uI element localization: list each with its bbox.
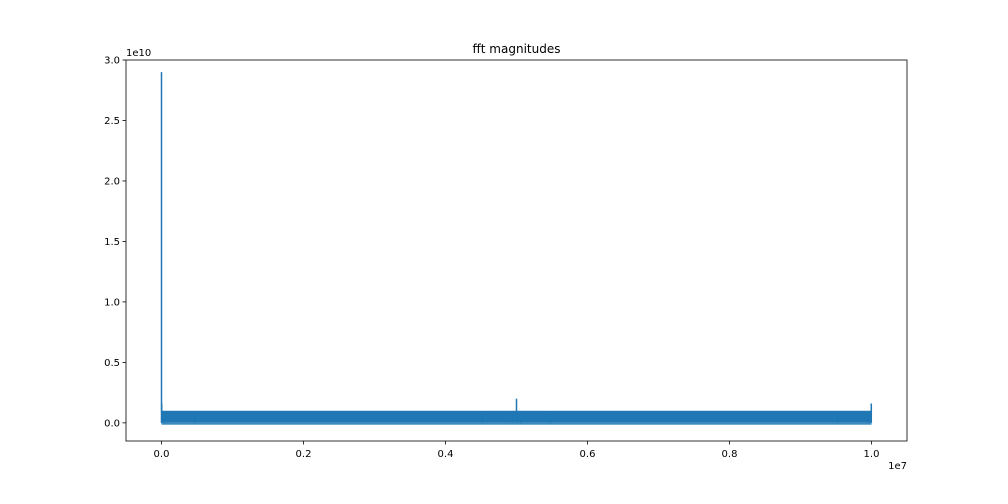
y-axis-offset-label: 1e10 bbox=[126, 48, 151, 59]
x-axis: 0.0 0.2 0.4 0.6 0.8 1.0 bbox=[154, 441, 880, 460]
y-tick-label: 2.0 bbox=[104, 176, 120, 187]
y-axis: 0.0 0.5 1.0 1.5 2.0 2.5 3.0 bbox=[104, 56, 126, 429]
y-tick-label: 1.0 bbox=[104, 297, 120, 308]
chart-title: fft magnitudes bbox=[473, 42, 561, 56]
series-layer bbox=[160, 72, 873, 425]
x-tick-label: 0.8 bbox=[722, 449, 738, 460]
x-tick-label: 0.6 bbox=[580, 449, 596, 460]
plot-frame bbox=[125, 59, 908, 442]
y-tick-label: 1.5 bbox=[104, 237, 120, 248]
x-tick-label: 0.2 bbox=[296, 449, 312, 460]
y-tick-label: 0.5 bbox=[104, 358, 120, 369]
x-tick-label: 0.0 bbox=[154, 449, 170, 460]
x-axis-offset-label: 1e7 bbox=[888, 461, 907, 472]
x-tick-label: 1.0 bbox=[864, 449, 880, 460]
y-tick-label: 3.0 bbox=[104, 56, 120, 67]
x-tick-label: 0.4 bbox=[438, 449, 454, 460]
y-tick-label: 2.5 bbox=[104, 116, 120, 127]
y-tick-label: 0.0 bbox=[104, 418, 120, 429]
